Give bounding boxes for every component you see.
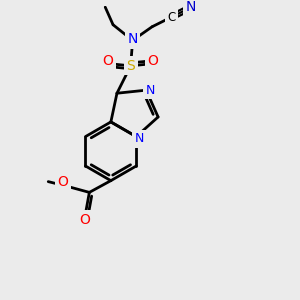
Text: O: O [58,175,68,189]
Text: N: N [185,0,196,14]
Text: O: O [103,54,114,68]
Text: N: N [128,32,138,46]
Text: N: N [146,84,155,97]
Text: O: O [148,54,159,68]
Text: N: N [134,132,144,145]
Text: O: O [79,213,90,227]
Text: S: S [126,59,135,73]
Text: C: C [168,11,176,24]
